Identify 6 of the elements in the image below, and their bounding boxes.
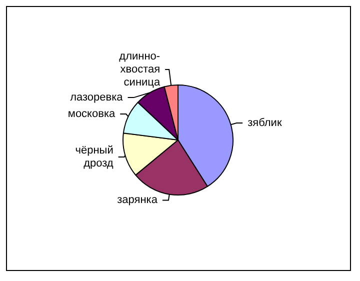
slice-label: лазоревка [70, 92, 124, 104]
slice-label: московка [68, 108, 116, 120]
slice-label: чёрный дрозд [75, 144, 114, 170]
slice-label: зарянка [117, 194, 158, 206]
slice-label: длинно-хвостая синица [119, 50, 161, 89]
slice-label: зяблик [248, 116, 282, 129]
